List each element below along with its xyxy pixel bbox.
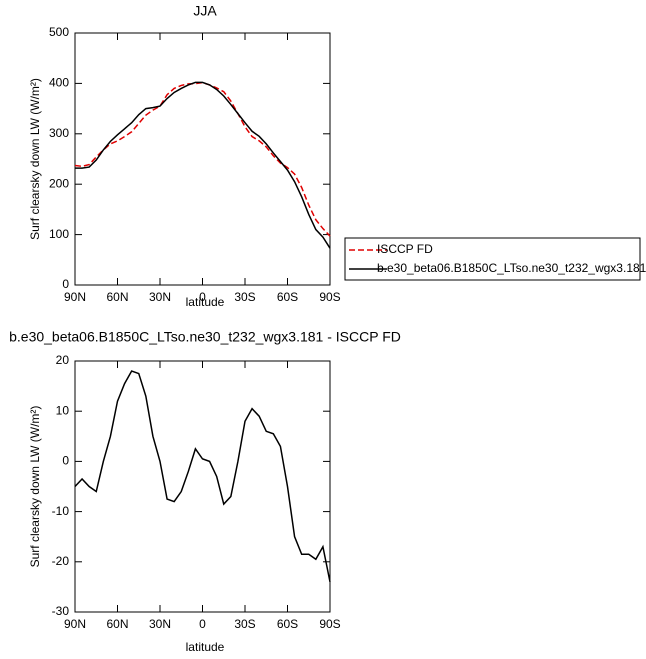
plot-frame bbox=[74, 32, 331, 286]
legend-box bbox=[344, 237, 641, 281]
y-tick-label: -20 bbox=[52, 554, 70, 568]
x-tick-label: 60S bbox=[277, 617, 298, 631]
x-tick-label: 30S bbox=[234, 290, 255, 304]
x-axis-label: latitude bbox=[186, 295, 225, 309]
y-tick-label: 300 bbox=[49, 126, 69, 140]
x-tick-label: 30S bbox=[234, 617, 255, 631]
x-tick-label: 90S bbox=[319, 617, 340, 631]
plot-frame bbox=[74, 360, 331, 613]
y-tick-label: 20 bbox=[56, 353, 70, 367]
data-line bbox=[74, 370, 331, 583]
x-tick-label: 0 bbox=[199, 617, 206, 631]
x-tick-label: 60N bbox=[106, 617, 128, 631]
y-tick-label: 0 bbox=[62, 277, 69, 291]
x-tick-label: 30N bbox=[149, 617, 171, 631]
chart-title: JJA bbox=[193, 3, 217, 19]
chart-title: b.e30_beta06.B1850C_LTso.ne30_t232_wgx3.… bbox=[9, 329, 401, 345]
x-tick-label: 60S bbox=[277, 290, 298, 304]
legend-label: ISCCP FD bbox=[377, 242, 433, 256]
y-tick-label: -30 bbox=[52, 604, 70, 618]
y-tick-label: -10 bbox=[52, 504, 70, 518]
y-axis-label: Surf clearsky down LW (W/m²) bbox=[28, 78, 42, 240]
y-tick-label: 0 bbox=[62, 454, 69, 468]
x-tick-label: 0 bbox=[199, 290, 206, 304]
legend-label: b.e30_beta06.B1850C_LTso.ne30_t232_wgx3.… bbox=[377, 261, 646, 275]
y-tick-label: 400 bbox=[49, 76, 69, 90]
x-tick-label: 90S bbox=[319, 290, 340, 304]
data-line bbox=[74, 81, 331, 237]
y-tick-label: 500 bbox=[49, 25, 69, 39]
y-tick-label: 100 bbox=[49, 227, 69, 241]
x-tick-label: 60N bbox=[106, 290, 128, 304]
x-axis-label: latitude bbox=[186, 640, 225, 654]
x-tick-label: 30N bbox=[149, 290, 171, 304]
y-tick-label: 200 bbox=[49, 176, 69, 190]
x-tick-label: 90N bbox=[64, 290, 86, 304]
x-tick-label: 90N bbox=[64, 617, 86, 631]
data-line bbox=[75, 81, 331, 249]
y-tick-label: 10 bbox=[56, 403, 70, 417]
y-axis-label: Surf clearsky down LW (W/m²) bbox=[28, 406, 42, 568]
